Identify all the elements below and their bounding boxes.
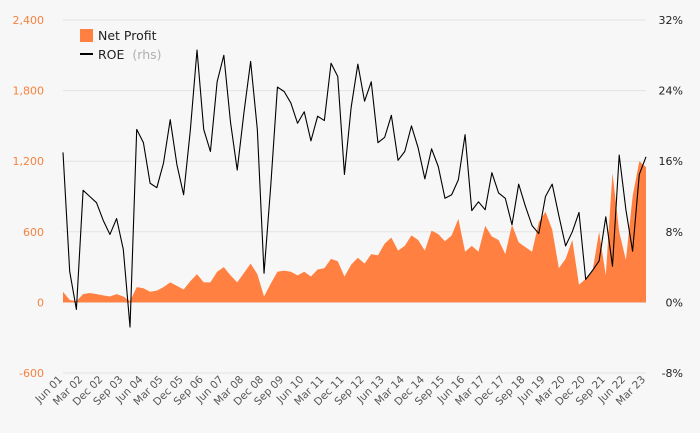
left-tick-label-1: 1,800 xyxy=(13,85,45,98)
right-tick-label-2: 16% xyxy=(659,155,683,168)
left-tick-label-3: 600 xyxy=(23,226,44,239)
legend-net-profit-swatch xyxy=(80,29,93,42)
right-tick-label-4: 0% xyxy=(666,296,683,309)
net-profit-area xyxy=(63,161,646,303)
left-tick-label-5: -600 xyxy=(19,367,44,380)
roe-points xyxy=(62,49,647,328)
right-tick-label-0: 32% xyxy=(659,14,683,27)
left-tick-label-2: 1,200 xyxy=(13,155,45,168)
legend: Net Profit ROE (rhs) xyxy=(80,28,162,62)
roe-line-layer xyxy=(62,49,647,328)
left-tick-label-4: 0 xyxy=(37,296,44,309)
gridlines xyxy=(63,19,646,374)
legend-net-profit-label: Net Profit xyxy=(98,28,157,43)
left-axis-ticks: 2,400 1,800 1,200 600 0 -600 xyxy=(13,14,45,380)
right-tick-label-5: -8% xyxy=(662,367,683,380)
legend-roe-swatch xyxy=(80,53,93,55)
right-tick-label-3: 8% xyxy=(666,226,683,239)
right-tick-label-1: 24% xyxy=(659,85,683,98)
legend-roe-label: ROE (rhs) xyxy=(98,47,162,62)
legend-roe-suffix: (rhs) xyxy=(132,47,161,62)
legend-roe-name: ROE xyxy=(98,47,125,62)
right-axis-ticks: 32% 24% 16% 8% 0% -8% xyxy=(659,14,683,380)
net-profit-area-layer xyxy=(63,161,646,303)
left-tick-label-0: 2,400 xyxy=(13,14,45,27)
roe-line xyxy=(62,49,647,328)
